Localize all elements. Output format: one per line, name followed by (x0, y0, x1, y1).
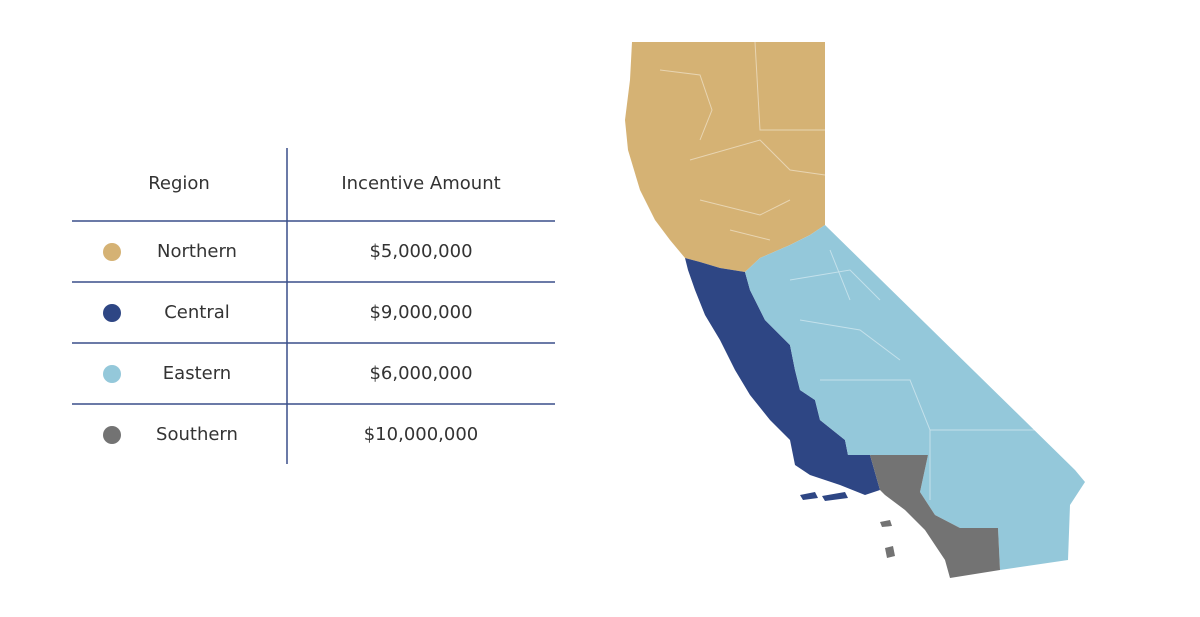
incentive-table: Region Incentive Amount Northern $5,000,0… (72, 148, 555, 464)
region-swatch (103, 365, 121, 383)
incentive-amount: $10,000,000 (364, 424, 479, 445)
region-swatch (103, 426, 121, 444)
incentive-amount: $6,000,000 (369, 363, 472, 384)
region-name: Central (164, 302, 230, 323)
incentive-amount: $5,000,000 (369, 241, 472, 262)
region-swatch (103, 304, 121, 322)
region-name: Southern (156, 424, 238, 445)
table-body: Northern $5,000,000 Central $9,000,000 Easte… (103, 241, 478, 445)
county-lines (659, 41, 1040, 500)
channel-island (822, 492, 848, 501)
central-region (685, 258, 880, 495)
southern-region (870, 455, 1000, 578)
channel-island (880, 520, 892, 527)
channel-island (885, 546, 895, 558)
region-name: Eastern (163, 363, 231, 384)
header-region: Region (148, 173, 210, 194)
northern-region (625, 42, 825, 272)
region-swatch (103, 243, 121, 261)
header-amount: Incentive Amount (341, 173, 500, 194)
eastern-region (745, 225, 1085, 570)
california-map (625, 41, 1085, 578)
channel-island (800, 492, 818, 500)
region-name: Northern (157, 241, 237, 262)
incentive-amount: $9,000,000 (369, 302, 472, 323)
